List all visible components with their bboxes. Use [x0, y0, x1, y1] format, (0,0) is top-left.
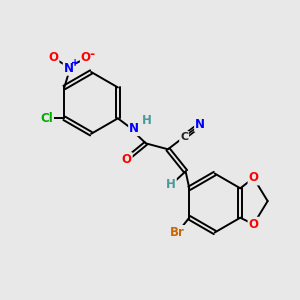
Text: -: - [90, 48, 95, 61]
Text: N: N [195, 118, 205, 131]
Text: O: O [248, 172, 259, 184]
Text: H: H [166, 178, 176, 191]
Text: N: N [129, 122, 139, 135]
Text: O: O [122, 153, 132, 166]
Text: O: O [81, 51, 91, 64]
Text: +: + [70, 58, 79, 68]
Text: Br: Br [170, 226, 185, 239]
Text: N: N [64, 62, 74, 75]
Text: C: C [180, 132, 188, 142]
Text: H: H [142, 114, 152, 127]
Text: Cl: Cl [40, 112, 53, 125]
Text: O: O [248, 218, 259, 231]
Text: O: O [48, 51, 59, 64]
